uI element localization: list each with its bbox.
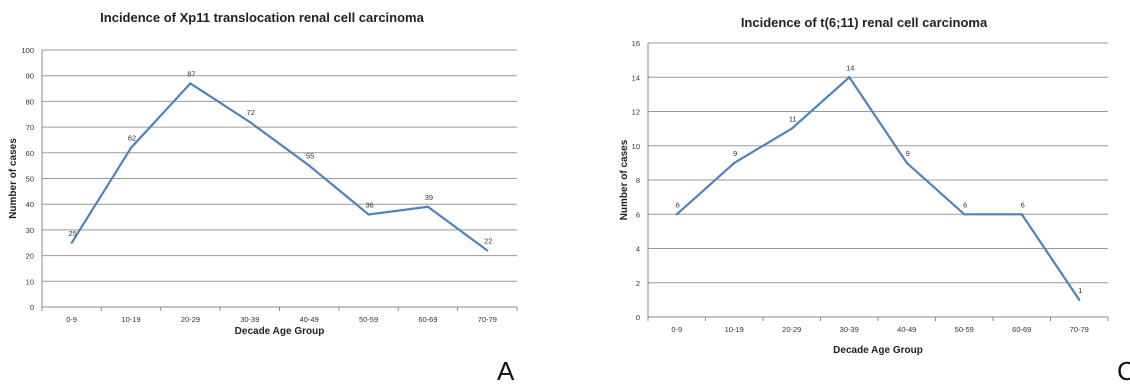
x-tick-label: 20-29 <box>181 315 200 324</box>
chart-a: Incidence of Xp11 translocation renal ce… <box>8 10 518 337</box>
y-tick-label: 80 <box>26 97 34 106</box>
x-axis-title: Decade Age Group <box>235 326 325 337</box>
chart-title: Incidence of Xp11 translocation renal ce… <box>100 10 424 25</box>
panel-letter-c: C <box>1117 356 1130 386</box>
data-point <box>1078 298 1081 301</box>
x-tick-label: 20-29 <box>782 325 801 334</box>
data-label: 6 <box>963 200 967 209</box>
data-label: 62 <box>128 134 136 143</box>
y-tick-label: 30 <box>26 226 34 235</box>
series-line <box>676 75 1081 301</box>
y-tick-label: 12 <box>632 108 640 117</box>
data-point <box>963 213 966 216</box>
chart-c: Incidence of t(6;11) renal cell carcinom… <box>619 15 1109 356</box>
data-point <box>905 161 908 164</box>
y-axis-title: Number of cases <box>619 139 630 220</box>
data-label: 9 <box>733 149 737 158</box>
data-point <box>189 82 192 85</box>
data-point <box>1020 213 1023 216</box>
x-tick-label: 70-79 <box>1070 325 1089 334</box>
y-tick-label: 100 <box>21 46 34 55</box>
y-tick-label: 40 <box>26 200 34 209</box>
x-tick-label: 0-9 <box>66 315 77 324</box>
y-tick-label: 20 <box>26 252 34 261</box>
y-tick-label: 6 <box>636 210 640 219</box>
x-tick-label: 30-39 <box>840 325 859 334</box>
data-label: 1 <box>1078 286 1082 295</box>
x-tick-label: 60-69 <box>1012 325 1031 334</box>
data-point <box>675 213 678 216</box>
y-tick-label: 0 <box>636 313 640 322</box>
x-tick-label: 10-19 <box>121 315 140 324</box>
data-point <box>129 146 133 149</box>
data-label: 9 <box>906 149 910 158</box>
data-point <box>426 205 430 208</box>
x-tick-label: 50-59 <box>955 325 974 334</box>
x-tick-label: 0-9 <box>671 325 682 334</box>
data-label: 72 <box>247 108 255 117</box>
data-label: 87 <box>187 69 195 78</box>
chart-title: Incidence of t(6;11) renal cell carcinom… <box>741 15 988 30</box>
data-point <box>790 127 793 130</box>
y-tick-label: 50 <box>26 175 34 184</box>
data-point <box>70 241 73 244</box>
x-tick-label: 40-49 <box>897 325 916 334</box>
x-tick-label: 10-19 <box>725 325 744 334</box>
y-tick-label: 60 <box>26 149 34 158</box>
x-tick-label: 60-69 <box>418 315 437 324</box>
y-tick-label: 14 <box>632 73 640 82</box>
x-tick-label: 40-49 <box>300 315 319 324</box>
data-point <box>486 249 489 252</box>
y-tick-label: 10 <box>26 277 34 286</box>
data-label: 25 <box>69 229 77 238</box>
data-label: 22 <box>484 236 492 245</box>
x-tick-label: 30-39 <box>240 315 259 324</box>
data-label: 11 <box>789 115 797 124</box>
y-tick-label: 10 <box>632 142 640 151</box>
x-tick-label: 50-59 <box>359 315 378 324</box>
data-label: 55 <box>306 152 314 161</box>
x-axis-title: Decade Age Group <box>833 345 923 356</box>
y-tick-label: 4 <box>636 245 640 254</box>
data-point <box>733 161 736 164</box>
data-point <box>308 164 311 167</box>
y-tick-label: 70 <box>26 123 34 132</box>
series-line <box>70 81 488 252</box>
data-point <box>848 76 851 79</box>
y-tick-label: 8 <box>636 176 640 185</box>
panel-letter-a: A <box>497 356 515 386</box>
data-point <box>367 213 370 216</box>
data-point <box>248 120 251 124</box>
data-label: 6 <box>1021 200 1025 209</box>
data-label: 39 <box>425 193 433 202</box>
y-tick-label: 16 <box>632 39 640 48</box>
y-tick-label: 0 <box>30 303 34 312</box>
data-label: 36 <box>365 200 373 209</box>
y-tick-label: 2 <box>636 279 640 288</box>
x-tick-label: 70-79 <box>478 315 497 324</box>
data-label: 14 <box>846 63 854 72</box>
y-tick-label: 90 <box>26 72 34 81</box>
y-axis-title: Number of cases <box>8 138 19 219</box>
data-label: 6 <box>676 200 680 209</box>
